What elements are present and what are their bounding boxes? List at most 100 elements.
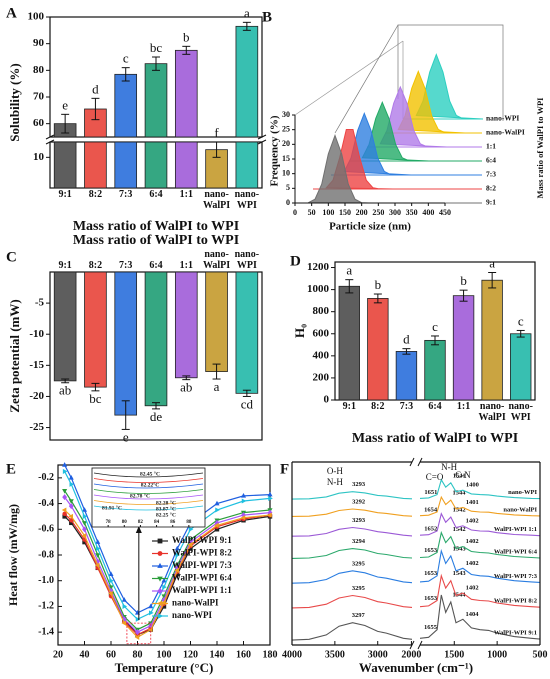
legend-label: WalPI-WPI 7:3 (172, 560, 232, 570)
x-tick-label: 1:1 (179, 259, 193, 271)
peak-label: 1402 (466, 517, 479, 524)
x-axis-label: Particle size (nm) (329, 221, 411, 233)
legend-marker (157, 576, 163, 582)
inset-annotation: 82.28 °C (156, 499, 176, 506)
panel-letter: B (262, 9, 272, 25)
data-point (175, 552, 181, 558)
data-point (267, 491, 273, 497)
axis-break (257, 139, 267, 145)
bar (84, 271, 107, 388)
x-tick-label: 6:4 (149, 259, 163, 271)
significance-letter: bc (150, 40, 163, 55)
x-tick-label-box: 9:1 (342, 402, 356, 412)
y-tick-label: -0.4 (38, 498, 54, 509)
data-point (69, 518, 74, 523)
inset-x-tick-label: 78 (106, 520, 112, 525)
x-tick-label-box: 6:4 (149, 259, 163, 271)
axis-break (417, 640, 423, 650)
legend-label: nano-WalPI (172, 598, 219, 608)
data-point (81, 521, 88, 526)
bar (174, 141, 198, 189)
x-tick-label: nano-WPI (234, 190, 260, 211)
x-tick-label: 0 (293, 208, 297, 217)
zoom-outline (334, 24, 399, 134)
x-tick-label: 2000 (401, 649, 421, 660)
x-tick-label: 80 (133, 649, 143, 660)
data-point (121, 597, 127, 602)
peak-label: 1402 (466, 538, 479, 545)
x-axis-label: Temperature (°C) (115, 660, 214, 675)
x-tick-label-box: 1:1 (179, 259, 193, 271)
bar (144, 271, 168, 407)
x-tick-label: nano-WalPI (478, 402, 506, 423)
data-point (94, 562, 100, 568)
data-point (214, 519, 220, 526)
data-point (68, 503, 74, 510)
zoom-region (126, 622, 152, 645)
y-tick-label: 90 (33, 37, 45, 49)
x-tick-label: 6:4 (428, 402, 442, 412)
y-tick-label: -0.6 (38, 524, 54, 535)
data-point (62, 511, 67, 517)
band-annotation: C=O (426, 472, 444, 482)
y-tick-label: 10 (282, 168, 290, 177)
inset-x-tick-label: 84 (154, 520, 160, 525)
significance-letter: ab (180, 380, 192, 395)
spectrum-line (291, 495, 541, 517)
x-tick-label-box: nano-WPI (508, 402, 532, 422)
x-tick-label-box: 1:1 (180, 190, 193, 200)
bar (235, 25, 259, 138)
x-tick-label: 9:1 (342, 402, 356, 412)
y-tick-label: -10 (29, 328, 44, 340)
bar (174, 49, 198, 138)
data-point (121, 620, 127, 626)
inset-curve (93, 483, 204, 489)
x-tick-label: 8:2 (88, 259, 103, 271)
peak-label: 1400 (466, 482, 479, 489)
y-tick-label: -15 (29, 359, 44, 371)
spectrum-line (291, 573, 541, 609)
bar (205, 271, 228, 372)
y-tick-label: 20 (282, 139, 290, 148)
data-point (240, 492, 247, 498)
depth-axis-label: Mass ratio of WalPI to WPI (535, 97, 545, 199)
x-axis-label: Mass ratio of WalPI to WPI (352, 431, 518, 446)
y-tick-label: 100 (28, 11, 45, 23)
y-tick-label: 80 (33, 64, 45, 76)
zoom-arrowhead (135, 526, 142, 533)
series-label: WalPI-WPI 8:2 (494, 598, 537, 605)
panel-letter: A (6, 5, 17, 21)
significance-letter: d (92, 81, 99, 96)
x-tick-label-box: 7:3 (400, 402, 413, 412)
data-point (62, 488, 68, 494)
axis-break (409, 457, 415, 467)
inset-annotation: 83.87 °C (156, 505, 176, 512)
x-tick-label: 4000 (282, 649, 302, 660)
inset-annotation: 82.78 °C (130, 492, 150, 499)
data-point (68, 513, 74, 519)
data-point (122, 603, 128, 609)
axis-break (45, 139, 55, 145)
series-line (64, 496, 271, 633)
x-tick-label-box: 6:4 (428, 402, 442, 412)
series-line (64, 513, 271, 636)
bar (367, 298, 389, 401)
inset-curve (93, 494, 204, 500)
inset-curve (93, 489, 204, 494)
series-label: nano-WPI (508, 489, 537, 496)
x-tick-label: 1500 (444, 649, 464, 660)
axis-break (417, 457, 423, 467)
y-tick-label: 5 (286, 183, 290, 192)
x-tick-label: nano-WPI (234, 249, 260, 271)
y-tick-label: 60 (33, 117, 45, 129)
legend-marker (157, 587, 163, 595)
depth-label: 9:1 (486, 198, 496, 207)
y-tick-label: -1.4 (38, 626, 54, 637)
data-point (188, 526, 194, 532)
data-point (95, 546, 101, 552)
panel-letter: C (6, 249, 17, 265)
x-axis-label: Mass ratio of WalPI to WPI (73, 233, 239, 248)
bar (395, 351, 418, 401)
inset-x-tick-label: 86 (170, 520, 176, 525)
x-tick-label: 100 (322, 208, 334, 217)
